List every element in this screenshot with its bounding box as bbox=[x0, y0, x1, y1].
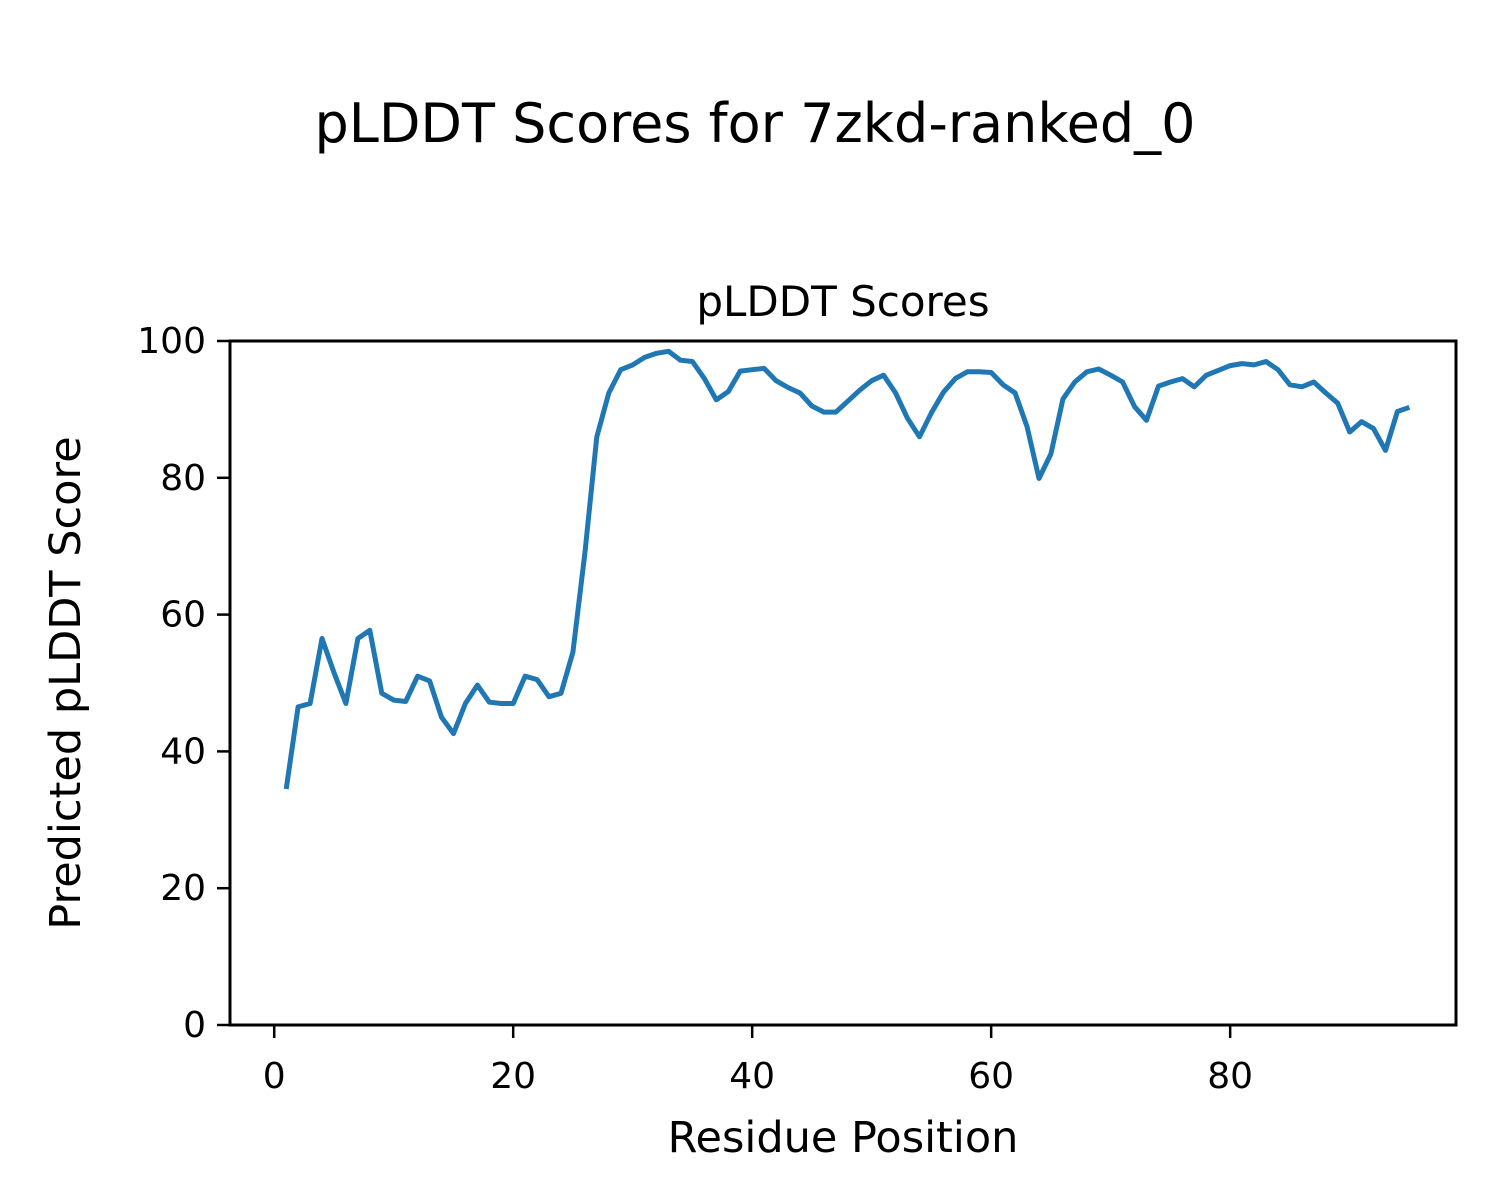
axis-ticks: 0 20 40 60 80 0 20 40 60 80 100 bbox=[137, 321, 1253, 1097]
x-tick-label: 20 bbox=[490, 1056, 536, 1097]
plot-area bbox=[283, 348, 1411, 790]
x-tick-label: 0 bbox=[263, 1056, 286, 1097]
y-tick-label: 40 bbox=[160, 731, 206, 772]
axes-frame bbox=[228, 339, 1458, 1027]
y-tick-label: 60 bbox=[160, 595, 206, 636]
axes-title: pLDDT Scores bbox=[696, 277, 989, 326]
x-tick-label: 40 bbox=[729, 1056, 775, 1097]
y-tick-label: 0 bbox=[183, 1005, 206, 1046]
x-tick-label: 60 bbox=[968, 1056, 1014, 1097]
figure-suptitle: pLDDT Scores for 7zkd-ranked_0 bbox=[314, 92, 1195, 155]
y-tick-label: 100 bbox=[137, 321, 206, 362]
y-tick-label: 20 bbox=[160, 868, 206, 909]
x-axis-label: Residue Position bbox=[668, 1113, 1019, 1163]
x-tick-label: 80 bbox=[1207, 1056, 1253, 1097]
plddt-line bbox=[283, 348, 1411, 790]
y-axis-label: Predicted pLDDT Score bbox=[41, 436, 91, 929]
y-tick-label: 80 bbox=[160, 458, 206, 499]
